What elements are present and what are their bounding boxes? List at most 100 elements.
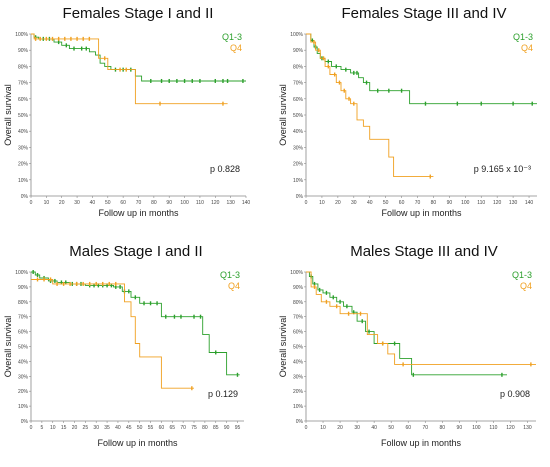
x-tick-label: 50 — [388, 425, 394, 431]
x-tick-label: 80 — [431, 200, 437, 206]
x-tick-label: 70 — [422, 425, 428, 431]
y-tick-label: 100% — [15, 32, 28, 38]
series-q4 — [306, 271, 536, 367]
x-tick-label: 20 — [59, 200, 65, 206]
y-tick-label: 30% — [18, 374, 29, 380]
x-tick-label: 15 — [61, 425, 67, 431]
legend-q1-3: Q1-3 — [220, 270, 240, 280]
y-tick-label: 40% — [18, 359, 29, 365]
y-axis-label: Overall survival — [278, 316, 288, 378]
x-tick-label: 70 — [180, 425, 186, 431]
x-tick-label: 40 — [367, 200, 373, 206]
y-tick-label: 60% — [18, 330, 29, 336]
y-tick-label: 20% — [18, 162, 29, 168]
y-tick-label: 50% — [293, 113, 304, 119]
x-axis-label: Follow up in months — [381, 208, 462, 218]
survival-curve — [306, 271, 536, 365]
chart-panel-3: Males Stage I and II 0% 10% 20% 30% 40% 50% 60%… — [3, 243, 244, 448]
x-tick-label: 30 — [74, 200, 80, 206]
x-tick-label: 60 — [399, 200, 405, 206]
x-tick-label: 80 — [440, 425, 446, 431]
y-tick-label: 10% — [18, 178, 29, 184]
x-tick-label: 45 — [126, 425, 132, 431]
x-tick-label: 10 — [50, 425, 56, 431]
x-tick-label: 95 — [235, 425, 241, 431]
legend-q4: Q4 — [228, 281, 240, 291]
x-tick-label: 60 — [159, 425, 165, 431]
series-q4 — [31, 277, 194, 391]
y-tick-label: 60% — [293, 330, 304, 336]
y-tick-label: 70% — [293, 315, 304, 321]
y-tick-label: 20% — [293, 389, 304, 395]
x-tick-label: 130 — [226, 200, 235, 206]
x-tick-label: 80 — [151, 200, 157, 206]
x-tick-label: 90 — [224, 425, 230, 431]
survival-curve — [31, 33, 228, 105]
legend-q1-3: Q1-3 — [512, 270, 532, 280]
chart-title: Males Stage III and IV — [350, 243, 498, 260]
x-tick-label: 60 — [405, 425, 411, 431]
y-tick-label: 20% — [18, 389, 29, 395]
p-value-label: p 9.165 x 10⁻³ — [474, 164, 531, 174]
x-tick-label: 10 — [44, 200, 50, 206]
y-axis-label: Overall survival — [3, 316, 13, 378]
x-tick-label: 65 — [169, 425, 175, 431]
x-tick-label: 40 — [90, 200, 96, 206]
x-tick-label: 70 — [136, 200, 142, 206]
x-tick-label: 120 — [211, 200, 220, 206]
p-value-label: p 0.908 — [500, 389, 530, 399]
y-tick-label: 60% — [18, 97, 29, 103]
series-q1-3 — [306, 33, 537, 106]
x-tick-label: 0 — [30, 200, 33, 206]
legend-q4: Q4 — [520, 281, 532, 291]
x-tick-label: 90 — [447, 200, 453, 206]
y-tick-label: 90% — [293, 48, 304, 54]
y-tick-label: 90% — [293, 285, 304, 291]
x-tick-label: 75 — [191, 425, 197, 431]
chart-title: Males Stage I and II — [69, 243, 202, 260]
x-tick-label: 110 — [196, 200, 204, 206]
survival-curve — [306, 271, 507, 376]
x-tick-label: 100 — [180, 200, 189, 206]
x-tick-label: 120 — [493, 200, 502, 206]
chart-title: Females Stage III and IV — [341, 5, 506, 22]
survival-curve — [31, 279, 194, 389]
x-tick-label: 50 — [105, 200, 111, 206]
y-tick-label: 0% — [21, 194, 29, 200]
x-tick-label: 100 — [472, 425, 481, 431]
legend-q1-3: Q1-3 — [513, 32, 533, 42]
x-tick-label: 50 — [383, 200, 389, 206]
x-tick-label: 5 — [40, 425, 43, 431]
x-tick-label: 140 — [242, 200, 251, 206]
x-tick-label: 0 — [305, 425, 308, 431]
x-tick-label: 50 — [137, 425, 143, 431]
x-tick-label: 85 — [213, 425, 219, 431]
p-value-label: p 0.828 — [210, 164, 240, 174]
y-tick-label: 80% — [18, 300, 29, 306]
legend-q4: Q4 — [230, 43, 242, 53]
y-tick-label: 20% — [293, 162, 304, 168]
y-tick-label: 50% — [18, 345, 29, 351]
x-tick-label: 80 — [202, 425, 208, 431]
x-tick-label: 90 — [166, 200, 172, 206]
y-tick-label: 30% — [293, 374, 304, 380]
x-tick-label: 20 — [72, 425, 78, 431]
y-tick-label: 80% — [293, 64, 304, 70]
x-tick-label: 40 — [371, 425, 377, 431]
y-tick-label: 100% — [290, 32, 303, 38]
survival-curve — [306, 33, 434, 178]
chart-panel-2: Females Stage III and IV 0% 10% 20% 30% 40% 50… — [278, 5, 537, 218]
x-tick-label: 40 — [115, 425, 121, 431]
chart-title: Females Stage I and II — [63, 5, 214, 22]
x-tick-label: 30 — [93, 425, 99, 431]
y-tick-label: 0% — [21, 419, 29, 425]
y-tick-label: 70% — [18, 81, 29, 87]
legend-q1-3: Q1-3 — [222, 32, 242, 42]
x-tick-label: 90 — [457, 425, 463, 431]
y-tick-label: 80% — [18, 64, 29, 70]
x-tick-label: 130 — [509, 200, 518, 206]
y-tick-label: 50% — [18, 113, 29, 119]
y-tick-label: 80% — [293, 300, 304, 306]
